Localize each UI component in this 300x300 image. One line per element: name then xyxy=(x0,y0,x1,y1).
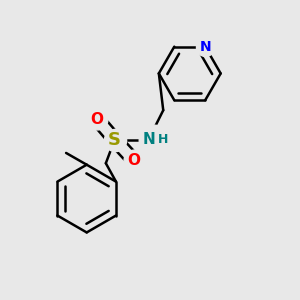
Text: O: O xyxy=(91,112,103,127)
Text: O: O xyxy=(127,153,140,168)
Text: N: N xyxy=(200,40,211,54)
Text: N: N xyxy=(142,132,155,147)
Text: H: H xyxy=(158,133,168,146)
Text: S: S xyxy=(108,131,121,149)
